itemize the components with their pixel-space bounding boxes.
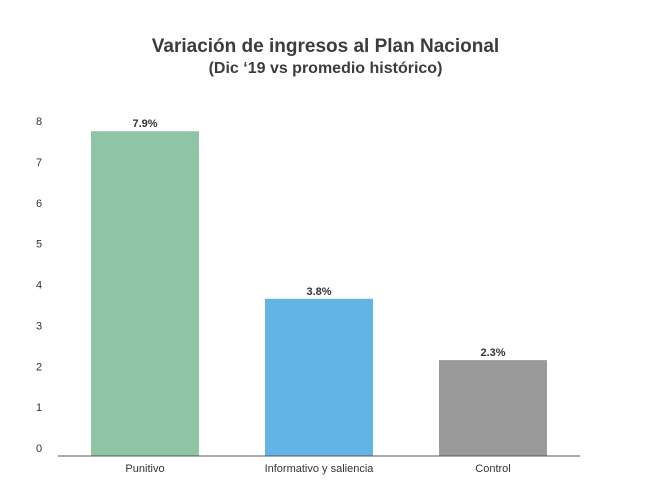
bar <box>439 360 547 456</box>
y-tick-label: 2 <box>36 361 42 373</box>
x-tick-label: Informativo y saliencia <box>265 463 375 475</box>
y-tick-label: 6 <box>36 198 42 210</box>
data-label: 3.8% <box>306 286 331 298</box>
x-axis: Punitivo Informativo y saliencia Control <box>125 463 510 475</box>
y-tick-label: 1 <box>36 402 42 414</box>
y-tick-label: 0 <box>36 443 42 455</box>
data-labels-group: 7.9% 3.8% 2.3% <box>132 118 505 359</box>
bars-group <box>91 131 547 456</box>
data-label: 7.9% <box>132 118 157 130</box>
bar <box>265 298 373 456</box>
y-tick-label: 7 <box>36 157 42 169</box>
chart-subtitle: (Dic ‘19 vs promedio histórico) <box>208 60 443 77</box>
bar <box>91 131 199 456</box>
y-tick-label: 3 <box>36 320 42 332</box>
y-axis: 0 1 2 3 4 5 6 7 8 <box>36 116 42 455</box>
data-label: 2.3% <box>480 347 505 359</box>
y-tick-label: 5 <box>36 239 42 251</box>
chart-title-block: Variación de ingresos al Plan Nacional (… <box>0 36 651 79</box>
y-tick-label: 8 <box>36 116 42 128</box>
y-tick-label: 4 <box>36 280 42 292</box>
x-tick-label: Control <box>475 463 510 475</box>
x-tick-label: Punitivo <box>125 463 164 475</box>
chart-title: Variación de ingresos al Plan Nacional <box>151 36 500 57</box>
